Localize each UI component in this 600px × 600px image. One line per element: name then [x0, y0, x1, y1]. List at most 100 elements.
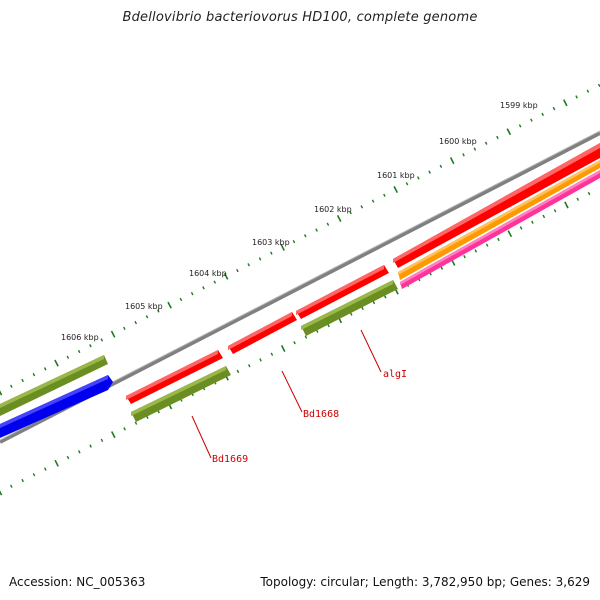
gene-block-blue-left[interactable] — [0, 375, 113, 438]
upper-ruler-tick — [562, 99, 568, 107]
ruler-label: 1599 kbp — [500, 101, 538, 110]
lower-ruler-tick — [32, 473, 36, 477]
lower-ruler-tick — [564, 201, 569, 209]
genome-summary-text: Topology: circular; Length: 3,782,950 bp… — [260, 575, 590, 589]
lower-ruler-tick — [542, 214, 546, 219]
lower-ruler-tick — [474, 249, 478, 253]
gene-block-olive-left[interactable] — [0, 355, 108, 416]
lower-ruler-tick — [519, 226, 523, 230]
upper-ruler-tick — [326, 222, 330, 226]
upper-ruler-tick — [292, 239, 296, 244]
gene-label-algi[interactable]: algI — [383, 369, 407, 380]
lower-ruler-tick — [497, 237, 500, 242]
upper-ruler-tick — [405, 182, 409, 186]
upper-ruler-tick — [134, 320, 138, 325]
upper-ruler-tick — [21, 378, 24, 383]
lower-ruler-tick — [43, 467, 47, 471]
bd1669-callout-line — [191, 415, 212, 459]
lower-ruler-tick — [361, 306, 364, 311]
lower-ruler-tick — [259, 358, 262, 362]
lower-ruler-tick — [100, 438, 104, 443]
lower-ruler-tick — [10, 484, 13, 488]
gene-olive-algi[interactable] — [301, 280, 398, 336]
upper-ruler-tick — [349, 210, 352, 215]
upper-ruler-tick — [439, 164, 443, 169]
upper-ruler-tick — [449, 157, 455, 165]
upper-ruler-tick — [167, 301, 172, 309]
upper-ruler-tick — [110, 330, 116, 338]
upper-ruler-tick — [371, 199, 375, 203]
upper-ruler-tick — [518, 124, 522, 128]
gene-orange-right[interactable] — [398, 160, 600, 280]
upper-ruler-tick — [100, 338, 104, 342]
ruler-label: 1606 kbp — [61, 333, 99, 342]
lower-ruler-tick — [280, 345, 286, 352]
upper-ruler-tick — [506, 128, 512, 136]
upper-ruler-tick — [541, 112, 545, 117]
lower-ruler-tick — [236, 369, 240, 374]
lower-ruler-tick — [383, 295, 387, 299]
gene-red-bd1669-forward[interactable] — [126, 350, 223, 404]
lower-ruler-tick — [123, 427, 126, 431]
gene-red-bd1668-forward[interactable] — [228, 312, 297, 354]
gene-label-bd1669[interactable]: Bd1669 — [212, 454, 248, 465]
lower-ruler-tick — [66, 455, 70, 460]
lower-ruler-tick — [270, 352, 274, 356]
upper-ruler-tick — [496, 135, 499, 140]
upper-ruler-tick — [280, 243, 285, 251]
lower-ruler-tick — [293, 341, 296, 345]
upper-ruler-tick — [156, 309, 160, 313]
lower-ruler-tick — [463, 254, 466, 259]
upper-ruler-tick — [247, 263, 251, 267]
lower-ruler-tick — [247, 364, 251, 368]
gene-red-algi-forward[interactable] — [296, 265, 389, 319]
lower-ruler-tick — [134, 421, 138, 425]
ruler-labels: 1606 kbp 1605 kbp 1604 kbp 1603 kbp 1602 kbp… — [61, 101, 538, 342]
upper-ruler-tick — [179, 297, 183, 302]
gene-pink-right[interactable] — [400, 170, 600, 289]
ruler-label: 1601 kbp — [377, 171, 415, 180]
lower-ruler-tick — [576, 197, 580, 201]
upper-ruler-tick — [484, 141, 488, 145]
upper-ruler-tick — [473, 147, 477, 151]
upper-ruler-tick — [462, 153, 465, 157]
lower-ruler-tick — [110, 431, 116, 439]
upper-ruler-tick — [416, 176, 420, 180]
lower-ruler-tick — [21, 478, 24, 483]
upper-ruler-tick — [190, 291, 194, 296]
ruler-ticks — [0, 83, 600, 396]
lower-ruler-tick — [531, 220, 534, 224]
genome-title: Bdellovibrio bacteriovorus HD100, comple… — [122, 10, 478, 25]
lower-ruler-tick — [304, 335, 308, 339]
gene-label-bd1668[interactable]: Bd1668 — [303, 409, 339, 420]
gene-red-right-forward[interactable] — [393, 143, 600, 268]
ruler-label: 1602 kbp — [314, 205, 352, 214]
lower-ruler-tick — [349, 312, 353, 316]
upper-ruler-tick — [0, 390, 3, 396]
lower-ruler-tick — [587, 191, 591, 196]
upper-ruler-tick — [428, 170, 431, 174]
upper-ruler-tick — [54, 359, 59, 367]
ruler-ticks-lower — [0, 191, 591, 496]
upper-ruler-tick — [383, 193, 386, 197]
upper-ruler-tick — [393, 186, 399, 193]
lower-ruler-tick — [77, 450, 81, 454]
ruler-label: 1604 kbp — [189, 269, 227, 278]
ruler-label: 1603 kbp — [252, 238, 290, 247]
upper-ruler-tick — [552, 106, 556, 111]
lower-ruler-tick — [89, 444, 92, 448]
upper-ruler-tick — [236, 268, 239, 273]
lower-ruler-tick — [507, 230, 513, 238]
lower-ruler-tick — [54, 459, 59, 467]
accession-text: Accession: NC_005363 — [9, 575, 146, 589]
upper-ruler-tick — [9, 384, 13, 388]
ruler-label: 1600 kbp — [439, 137, 477, 146]
upper-ruler-tick — [123, 326, 126, 331]
upper-ruler-tick — [586, 89, 590, 93]
lower-ruler-tick — [0, 490, 3, 496]
gene-olive-bd1669[interactable] — [131, 366, 231, 422]
upper-ruler-tick — [303, 234, 307, 238]
upper-ruler-tick — [32, 372, 36, 377]
